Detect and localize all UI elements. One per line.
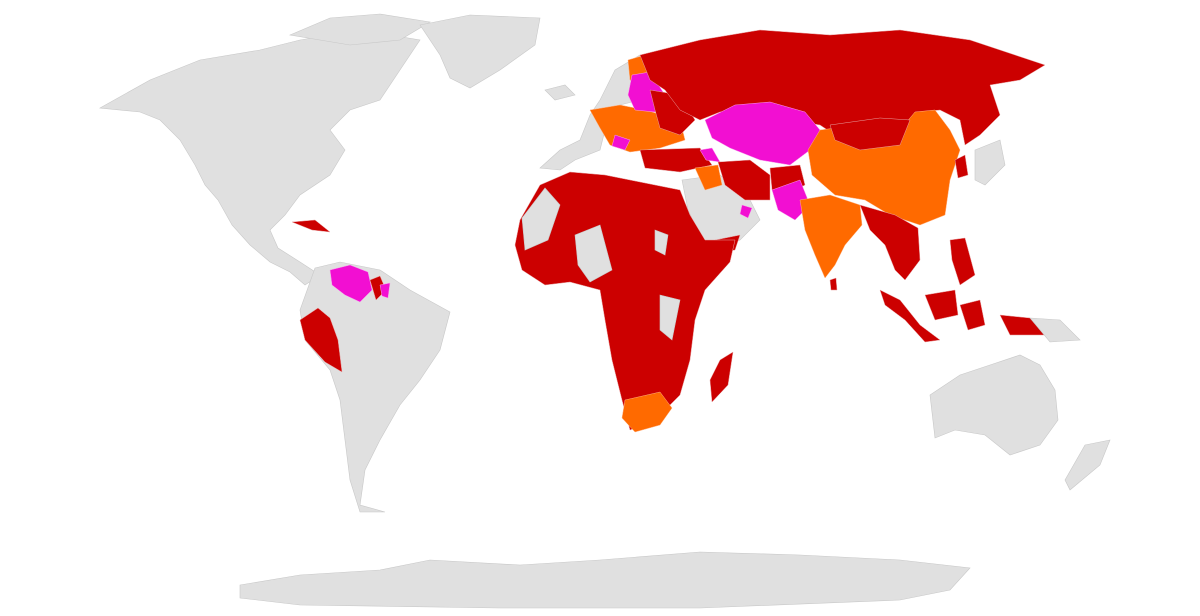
philippines: [949, 237, 976, 286]
south-america: [299, 261, 451, 513]
india: [799, 194, 863, 279]
greenland: [419, 14, 541, 89]
mongolia: [829, 117, 911, 151]
uae: [739, 204, 753, 219]
iran: [717, 159, 771, 201]
iceland: [544, 84, 576, 101]
west-africa-gap: [574, 224, 613, 283]
morocco-algeria: [521, 187, 561, 251]
angola-gap: [659, 294, 681, 341]
peru: [299, 307, 343, 373]
iraq-syria: [694, 164, 723, 191]
sudan-gap: [654, 229, 669, 256]
japan: [974, 139, 1006, 186]
borneo: [924, 289, 959, 321]
sri-lanka: [829, 277, 838, 291]
new-guinea: [1029, 317, 1081, 343]
antarctica: [239, 551, 971, 609]
balkans: [611, 134, 631, 151]
new-zealand: [1064, 439, 1111, 491]
arctic-islands: [288, 13, 431, 46]
indonesia-west: [879, 289, 941, 343]
korea-japan: [954, 154, 969, 179]
southeast-asia: [859, 204, 921, 281]
south-africa: [621, 391, 673, 433]
suriname: [379, 282, 391, 299]
australia: [929, 354, 1059, 456]
madagascar: [709, 351, 734, 403]
venezuela: [329, 264, 373, 303]
russia: [639, 29, 1046, 151]
africa: [514, 171, 736, 431]
cuba: [291, 219, 331, 233]
